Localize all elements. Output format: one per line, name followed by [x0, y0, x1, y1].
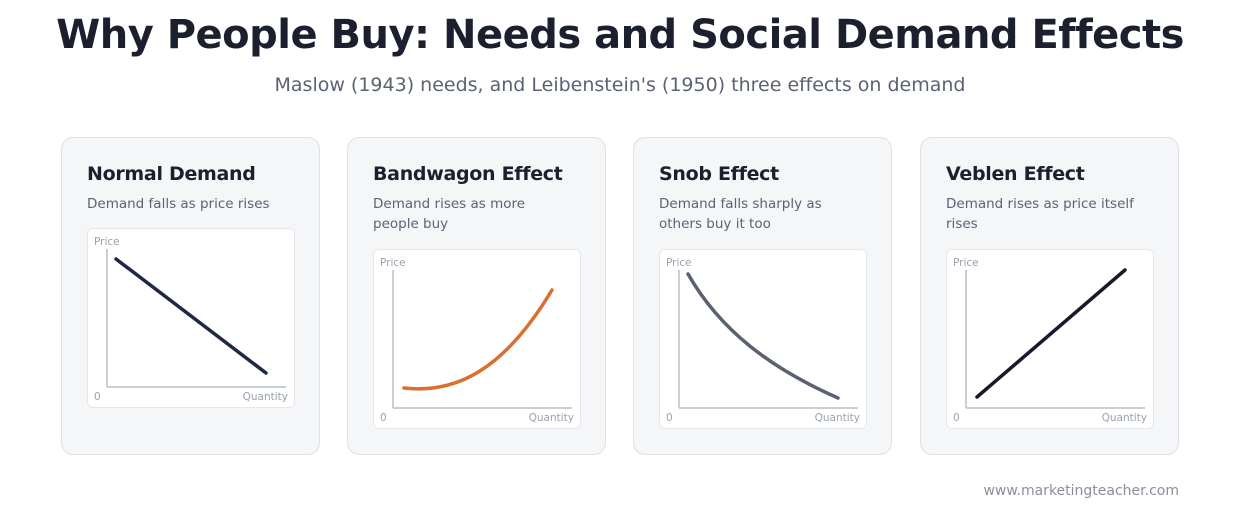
card-bandwagon-effect: Bandwagon Effect Demand rises as more pe… — [347, 137, 606, 455]
origin-label: 0 — [380, 412, 387, 424]
card-title: Bandwagon Effect — [373, 163, 563, 185]
x-axis-label: Quantity — [242, 391, 288, 403]
y-axis-label: Price — [94, 236, 120, 248]
card-veblen-effect: Veblen Effect Demand rises as price itse… — [920, 137, 1179, 455]
y-axis-label: Price — [953, 257, 979, 269]
page-subtitle: Maslow (1943) needs, and Leibenstein's (… — [274, 74, 966, 96]
demand-curve — [114, 257, 268, 375]
x-axis-label: Quantity — [1101, 412, 1147, 424]
demand-curve — [686, 272, 840, 400]
demand-curve — [975, 268, 1127, 399]
y-axis-label: Price — [666, 257, 692, 269]
card-description: Demand rises as price itself rises — [946, 196, 1134, 232]
card-title: Normal Demand — [87, 163, 256, 185]
card-title: Snob Effect — [659, 163, 779, 185]
x-axis-label: Quantity — [814, 412, 860, 424]
card-normal-demand: Normal Demand Demand falls as price rise… — [61, 137, 320, 455]
y-axis-label: Price — [380, 257, 406, 269]
demand-curve-plot: Price 0 Quantity — [946, 249, 1154, 429]
origin-label: 0 — [953, 412, 960, 424]
demand-curve-plot: Price 0 Quantity — [659, 249, 867, 429]
x-axis-label: Quantity — [528, 412, 574, 424]
card-description: Demand falls sharply as others buy it to… — [659, 196, 822, 232]
plot-canvas — [965, 268, 1145, 409]
demand-curve-plot: Price 0 Quantity — [373, 249, 581, 429]
page-title: Why People Buy: Needs and Social Demand … — [56, 12, 1184, 58]
card-snob-effect: Snob Effect Demand falls sharply as othe… — [633, 137, 892, 455]
card-description: Demand rises as more people buy — [373, 196, 526, 232]
card-title: Veblen Effect — [946, 163, 1085, 185]
card-description: Demand falls as price rises — [87, 196, 270, 212]
source-footer: www.marketingteacher.com — [983, 483, 1179, 499]
origin-label: 0 — [666, 412, 673, 424]
plot-canvas — [678, 270, 858, 409]
plot-canvas — [392, 270, 572, 409]
origin-label: 0 — [94, 391, 101, 403]
plot-canvas — [106, 249, 286, 388]
demand-curve-plot: Price 0 Quantity — [87, 228, 295, 408]
demand-curve — [402, 288, 554, 391]
